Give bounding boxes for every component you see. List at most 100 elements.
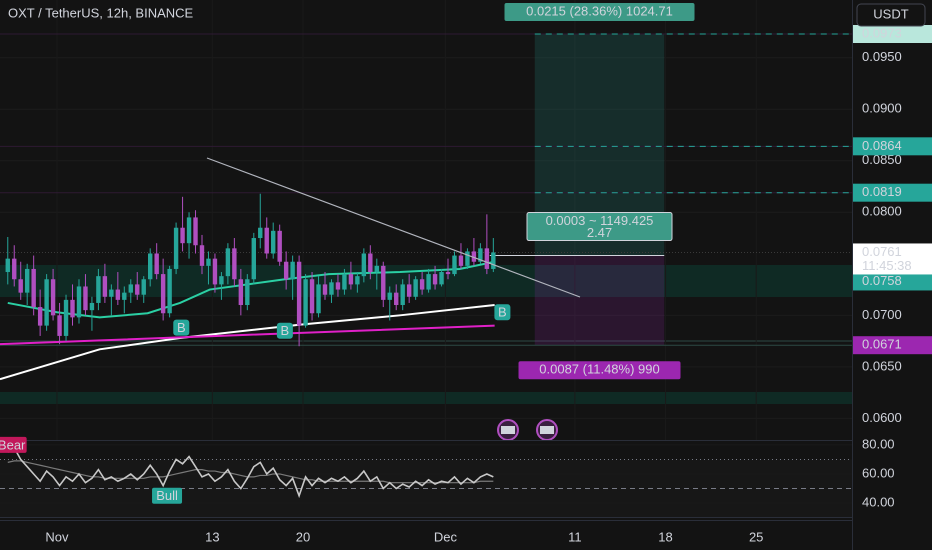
stop-label: 0.0087 (11.48%) 990 bbox=[539, 362, 659, 377]
candle-body bbox=[484, 248, 490, 269]
rsi-signal-label: Bear bbox=[0, 437, 26, 452]
candle-body bbox=[368, 253, 373, 273]
current-price-tag bbox=[853, 243, 932, 275]
event-icon[interactable] bbox=[497, 419, 519, 441]
overlay: 0.0215 (28.36%) 1024.71 0.0003 ~ 1149.425… bbox=[206, 3, 695, 441]
event-icon[interactable] bbox=[536, 419, 558, 441]
candle-body bbox=[290, 261, 295, 280]
candle-body bbox=[271, 230, 276, 254]
price-tag bbox=[853, 336, 932, 355]
candle-body bbox=[245, 279, 250, 306]
candle-body bbox=[406, 284, 412, 297]
target-label-box bbox=[504, 3, 695, 22]
y-tick-label: 0.0650 bbox=[862, 358, 902, 373]
candle-body bbox=[491, 252, 496, 269]
candle-body bbox=[452, 255, 457, 275]
candle-body bbox=[361, 253, 367, 277]
chart-title: OXT / TetherUS, 12h, BINANCE bbox=[8, 5, 194, 20]
candle-body bbox=[322, 284, 328, 295]
price-tag-label: 0.0973 bbox=[862, 25, 902, 40]
candle-body bbox=[148, 253, 153, 280]
rsi-signal-badge bbox=[0, 436, 27, 453]
candle-body bbox=[335, 282, 341, 290]
candle-body bbox=[232, 248, 237, 280]
stats-label: 2.47 bbox=[587, 225, 612, 240]
candle-body bbox=[70, 299, 75, 318]
candle-body bbox=[303, 279, 308, 326]
candle-body bbox=[445, 272, 451, 275]
candle-body bbox=[154, 253, 159, 275]
x-tick-label: Nov bbox=[45, 529, 69, 544]
price-tag-label: 0.0758 bbox=[862, 273, 902, 288]
price-tag bbox=[853, 137, 932, 156]
candle-body bbox=[225, 248, 231, 277]
candle-body bbox=[63, 299, 69, 336]
x-tick-label: 11 bbox=[568, 529, 582, 544]
candle-body bbox=[24, 268, 30, 293]
target-label: 0.0215 (28.36%) 1024.71 bbox=[526, 3, 673, 18]
candle-body bbox=[238, 279, 244, 306]
candle-body bbox=[128, 284, 133, 293]
y-tick-label: 0.0700 bbox=[862, 307, 902, 322]
currency-button[interactable] bbox=[856, 3, 926, 27]
x-tick-label: 25 bbox=[749, 529, 763, 544]
candle-body bbox=[31, 268, 36, 308]
trend-line bbox=[206, 157, 581, 298]
candle-body bbox=[342, 274, 347, 290]
rsi-signal-label: Bull bbox=[156, 488, 178, 503]
candle-body bbox=[251, 238, 256, 280]
candle-body bbox=[44, 279, 49, 326]
candle-body bbox=[355, 276, 360, 285]
candle-body bbox=[419, 279, 425, 290]
indicator-line bbox=[0, 304, 495, 381]
price-tag-label: 0.0671 bbox=[862, 337, 902, 352]
candle-body bbox=[219, 276, 224, 285]
candle-body bbox=[329, 282, 334, 295]
price-tag-label: 0.0864 bbox=[862, 138, 902, 153]
stats-label-box bbox=[526, 212, 673, 242]
indicator-line bbox=[7, 260, 495, 319]
candle-body bbox=[122, 292, 127, 300]
y-tick-label: 0.0800 bbox=[862, 204, 902, 219]
stats-label: 0.0003 ~ 1149.425 bbox=[546, 213, 654, 228]
price-tag bbox=[853, 183, 932, 202]
candle-body bbox=[432, 274, 438, 285]
candle-body bbox=[199, 245, 205, 266]
candle-body bbox=[212, 258, 218, 285]
countdown-label: 11:45:38 bbox=[862, 258, 912, 273]
candle-body bbox=[296, 261, 302, 326]
price-tag bbox=[853, 272, 932, 291]
candle-body bbox=[102, 276, 108, 297]
rsi-tick-label: 60.00 bbox=[862, 465, 895, 480]
candle-body bbox=[413, 279, 418, 297]
candle-body bbox=[316, 284, 321, 314]
rsi-line bbox=[7, 446, 494, 499]
candle-body bbox=[5, 258, 10, 273]
candle-body bbox=[258, 227, 263, 239]
stop-label-box bbox=[518, 361, 681, 380]
candle-body bbox=[115, 289, 121, 300]
price-tag bbox=[853, 25, 932, 44]
candle-body bbox=[283, 261, 289, 280]
candle-body bbox=[374, 265, 379, 273]
candle-body bbox=[76, 286, 82, 318]
currency-label[interactable]: USDT bbox=[873, 6, 908, 21]
candle-body bbox=[381, 265, 386, 300]
candle-body bbox=[471, 251, 477, 262]
candle-body bbox=[465, 251, 470, 266]
candle-body bbox=[348, 274, 354, 285]
candle-body bbox=[173, 227, 179, 269]
candle-body bbox=[18, 279, 23, 293]
signal-label: B bbox=[177, 320, 186, 335]
candle-body bbox=[89, 302, 95, 311]
candle-body bbox=[50, 279, 56, 316]
rsi-line bbox=[7, 460, 494, 484]
y-tick-label: 0.0900 bbox=[862, 101, 902, 116]
candle-body bbox=[478, 248, 483, 262]
price-tag-label: 0.0819 bbox=[862, 184, 902, 199]
signal-label: B bbox=[498, 305, 507, 320]
candle-body bbox=[458, 255, 464, 266]
